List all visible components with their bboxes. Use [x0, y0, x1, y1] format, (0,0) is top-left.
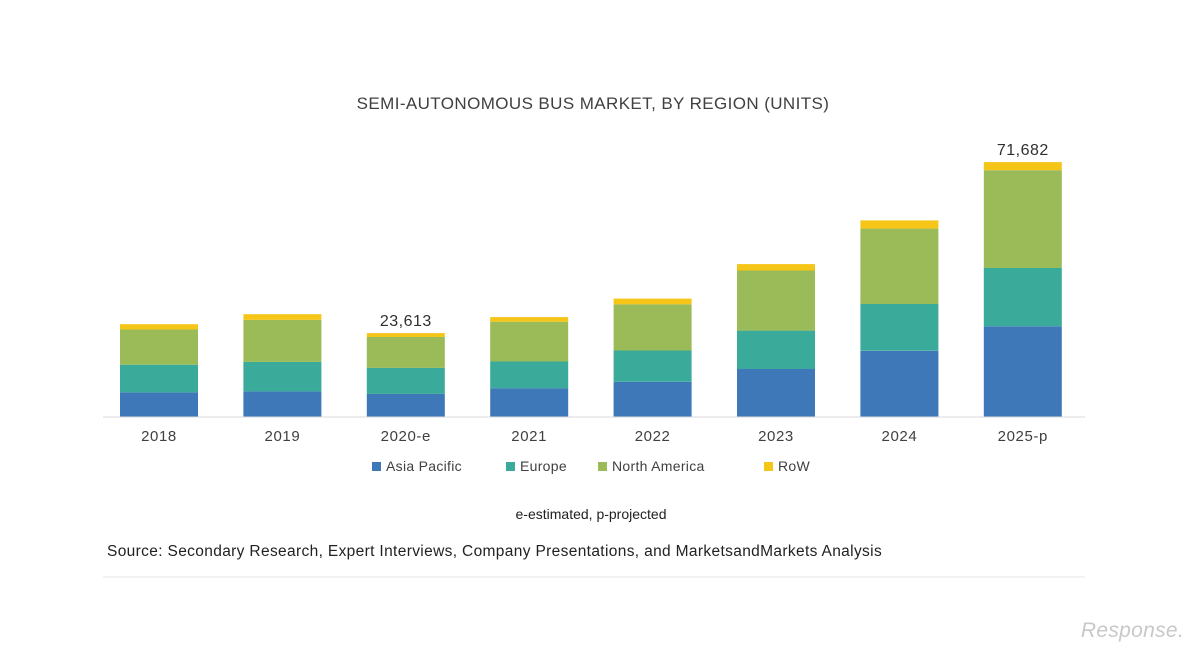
legend-label-row: RoW: [778, 458, 810, 474]
x-tick-label-2020-e: 2020-e: [381, 428, 431, 445]
bar-europe-2025-p: [983, 268, 1062, 327]
chart-title: SEMI-AUTONOMOUS BUS MARKET, BY REGION (U…: [357, 94, 830, 113]
bars-group: [120, 162, 1062, 417]
bar-north-america-2022: [613, 304, 692, 351]
bar-row-2018: [120, 324, 198, 330]
x-tick-label-2023: 2023: [758, 428, 794, 445]
bar-north-america-2021: [490, 321, 569, 362]
response-watermark-logo: Response.: [1081, 619, 1184, 642]
bar-asia-pacific-2025-p: [983, 326, 1062, 417]
bar-north-america-2024: [860, 228, 939, 304]
bar-europe-2021: [490, 361, 569, 389]
bar-asia-pacific-2021: [490, 388, 569, 417]
bar-europe-2018: [120, 364, 198, 393]
legend-label-north-america: North America: [612, 458, 705, 474]
x-tick-label-2025-p: 2025-p: [998, 428, 1048, 445]
legend-label-asia-pacific: Asia Pacific: [386, 458, 462, 474]
bar-row-2025-p: [983, 162, 1062, 171]
bar-row-2023: [737, 264, 815, 271]
bar-row-2024: [860, 220, 939, 229]
bar-asia-pacific-2024: [860, 350, 939, 417]
legend-label-europe: Europe: [520, 458, 567, 474]
legend-swatch-asia-pacific: [372, 462, 381, 471]
x-tick-label-2024: 2024: [882, 428, 918, 445]
data-label-2025-p: 71,682: [997, 142, 1049, 159]
legend-swatch-row: [764, 462, 773, 471]
x-tick-label-2019: 2019: [265, 428, 301, 445]
bar-row-2022: [613, 298, 692, 305]
footnote-estimated-projected: e-estimated, p-projected: [516, 506, 667, 522]
bar-north-america-2020-e: [366, 337, 445, 368]
bar-row-2019: [243, 314, 322, 320]
bar-asia-pacific-2023: [737, 369, 815, 417]
bar-europe-2022: [613, 350, 692, 382]
bar-asia-pacific-2020-e: [366, 393, 445, 417]
bar-row-2020-e: [366, 333, 445, 337]
legend-swatch-europe: [506, 462, 515, 471]
legend: Asia Pacific Europe North America RoW: [372, 458, 810, 474]
bar-asia-pacific-2022: [613, 381, 692, 417]
bar-europe-2020-e: [366, 367, 445, 394]
legend-swatch-north-america: [598, 462, 607, 471]
x-tick-labels: 2018 2019 2020-e 2021 2022 2023 2024 2025-p: [141, 428, 1048, 445]
bar-asia-pacific-2019: [243, 391, 322, 417]
bar-europe-2023: [737, 330, 815, 369]
bar-north-america-2018: [120, 329, 198, 365]
data-label-2020-e: 23,613: [380, 313, 432, 330]
x-tick-label-2018: 2018: [141, 428, 177, 445]
x-tick-label-2022: 2022: [635, 428, 671, 445]
bar-europe-2024: [860, 303, 939, 351]
x-tick-label-2021: 2021: [511, 428, 547, 445]
bar-row-2021: [490, 317, 569, 322]
bar-asia-pacific-2018: [120, 392, 198, 417]
bar-north-america-2019: [243, 319, 322, 362]
bar-north-america-2023: [737, 270, 815, 331]
source-note: Source: Secondary Research, Expert Inter…: [107, 543, 882, 560]
bar-europe-2019: [243, 361, 322, 392]
data-labels: 23,613 71,682: [380, 142, 1049, 330]
bar-north-america-2025-p: [983, 170, 1062, 268]
